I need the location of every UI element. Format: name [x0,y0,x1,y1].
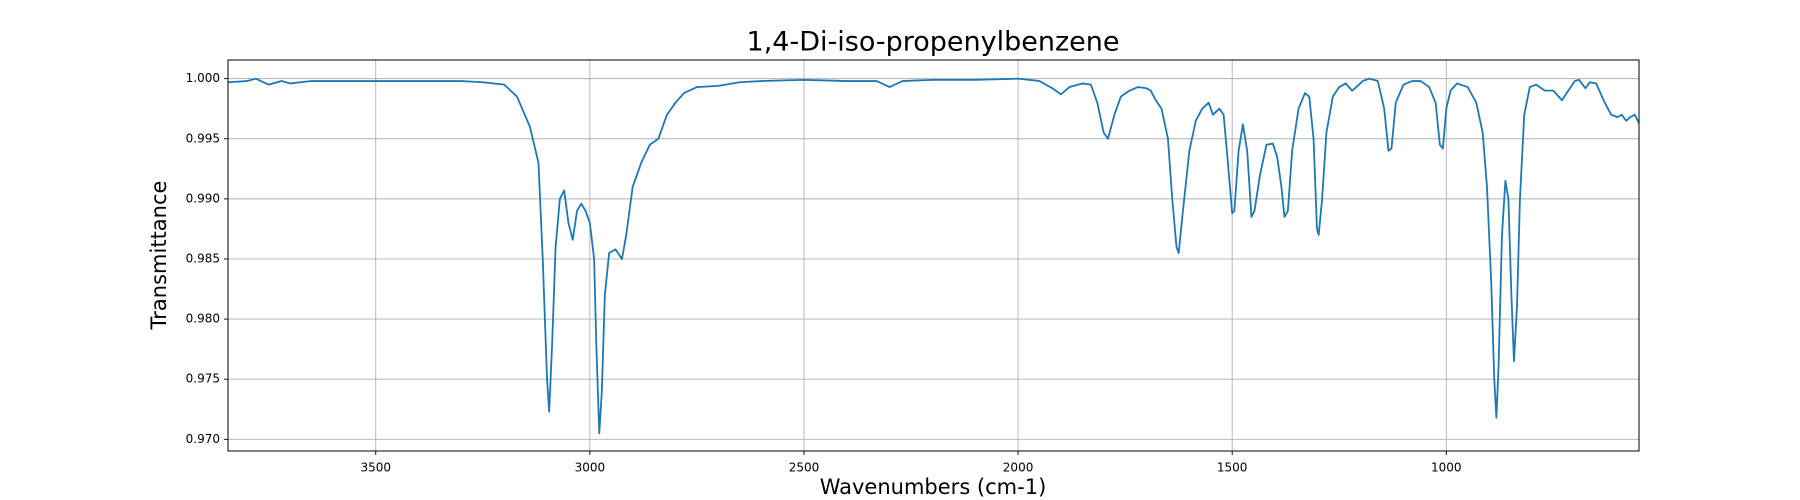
y-axis-label: Transmittance [147,181,171,331]
spectrum-line [227,77,1640,435]
grid [228,60,1639,451]
x-tick-label: 3500 [360,461,391,475]
y-tick-label: 0.990 [186,191,220,205]
x-tick-label: 2500 [789,461,820,475]
x-tick-label: 1000 [1431,461,1462,475]
x-tick-label: 1500 [1217,461,1248,475]
y-tick-label: 0.985 [186,251,220,265]
y-tick-label: 1.000 [186,71,220,85]
y-tick-label: 0.970 [186,432,220,446]
x-tick-label: 3000 [575,461,606,475]
y-tick-label: 0.975 [186,372,220,386]
x-tick-label: 2000 [1003,461,1034,475]
y-tick-label: 0.995 [186,131,220,145]
chart-title: 1,4-Di-iso-propenylbenzene [747,27,1120,58]
plot-area [227,77,1640,435]
y-tick-label: 0.980 [186,312,220,326]
x-axis-label: Wavenumbers (cm-1) [820,475,1047,499]
axes-frame [227,59,1640,452]
